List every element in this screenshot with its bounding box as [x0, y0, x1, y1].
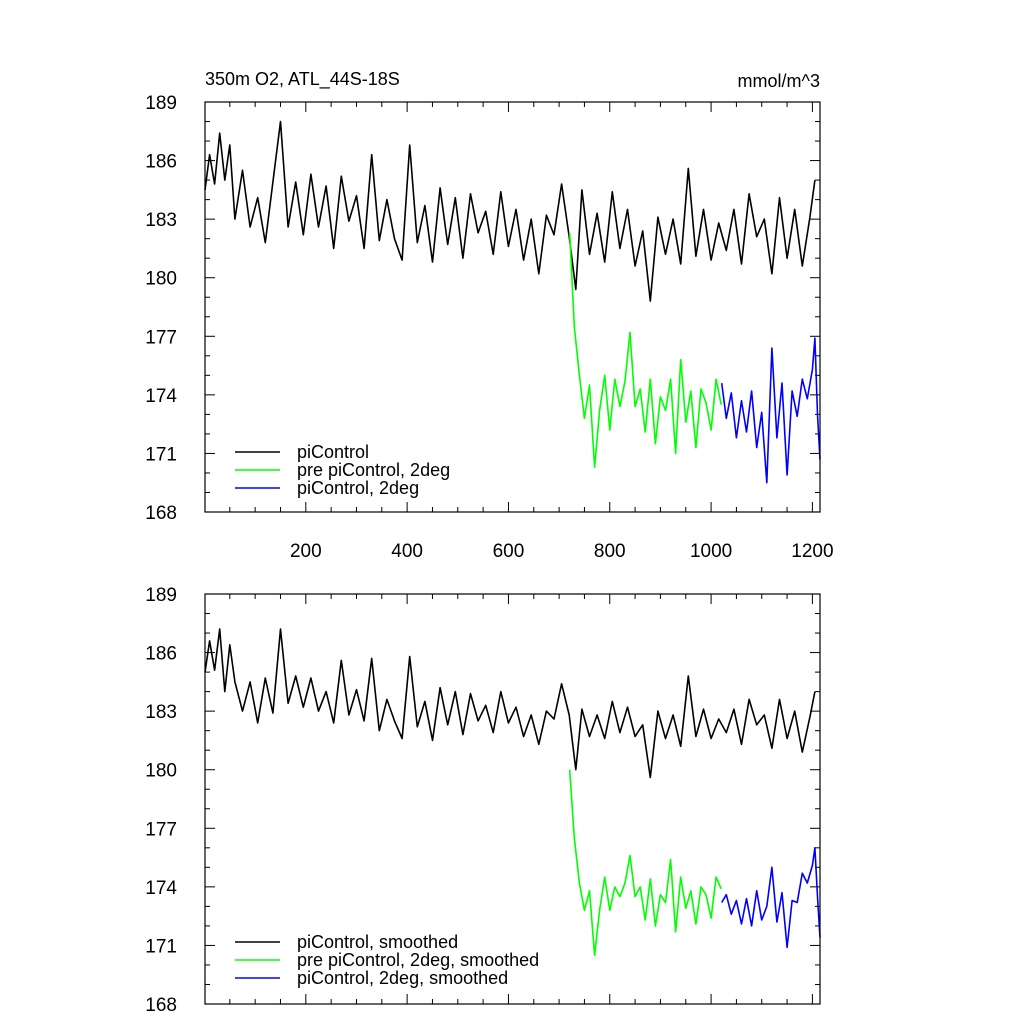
- legend-label: pre piControl, 2deg, smoothed: [297, 950, 539, 970]
- y-tick-label: 174: [145, 878, 177, 899]
- legend-label: piControl, smoothed: [297, 932, 458, 952]
- top-panel: 350m O2, ATL_44S-18S mmol/m^3 1681711741…: [145, 69, 833, 562]
- x-tick-label: 400: [391, 541, 423, 562]
- x-tick-label: 1200: [791, 541, 833, 562]
- y-tick-label: 177: [145, 819, 177, 840]
- y-tick-label: 174: [145, 386, 177, 407]
- legend-label: pre piControl, 2deg: [297, 460, 450, 480]
- x-tick-label: 200: [290, 541, 322, 562]
- y-tick-label: 183: [145, 702, 177, 723]
- legend-label: piControl: [297, 442, 369, 462]
- bottom-panel: 168 171 174 177 180 183 186 189 piControl, smoo…: [145, 585, 821, 1016]
- y-tick-label: 189: [145, 585, 177, 606]
- y-tick-label: 180: [145, 761, 177, 782]
- legend-label: piControl, 2deg, smoothed: [297, 968, 508, 988]
- y-tick-label: 171: [145, 936, 177, 957]
- series-line-2: [568, 769, 722, 957]
- x-tick-label: 600: [493, 541, 525, 562]
- top-series: [204, 120, 821, 484]
- y-tick-label: 186: [145, 644, 177, 665]
- y-tick-label: 168: [145, 503, 177, 524]
- top-axes: 168 171 174 177 180 183 186 189 200 400 600 800 1000…: [145, 93, 833, 562]
- y-tick-label: 183: [145, 210, 177, 231]
- y-tick-label: 186: [145, 152, 177, 173]
- bottom-plot-frame: [204, 593, 821, 1005]
- series-line-1: [204, 628, 816, 779]
- legend-label: piControl, 2deg: [297, 478, 419, 498]
- bottom-series: [204, 628, 821, 957]
- series-line-3: [721, 846, 821, 949]
- series-line-1: [204, 120, 816, 302]
- series-line-2: [568, 232, 722, 468]
- y-tick-label: 189: [145, 93, 177, 114]
- top-plot-frame: [204, 101, 821, 513]
- y-tick-label: 171: [145, 444, 177, 465]
- x-tick-label: 1000: [690, 541, 732, 562]
- y-tick-label: 177: [145, 327, 177, 348]
- bottom-axes: 168 171 174 177 180 183 186 189: [145, 585, 820, 1016]
- units-label: mmol/m^3: [738, 71, 820, 91]
- x-tick-label: 800: [594, 541, 626, 562]
- y-tick-label: 180: [145, 269, 177, 290]
- y-tick-label: 168: [145, 995, 177, 1016]
- series-line-3: [720, 337, 821, 484]
- chart-title: 350m O2, ATL_44S-18S: [205, 69, 400, 90]
